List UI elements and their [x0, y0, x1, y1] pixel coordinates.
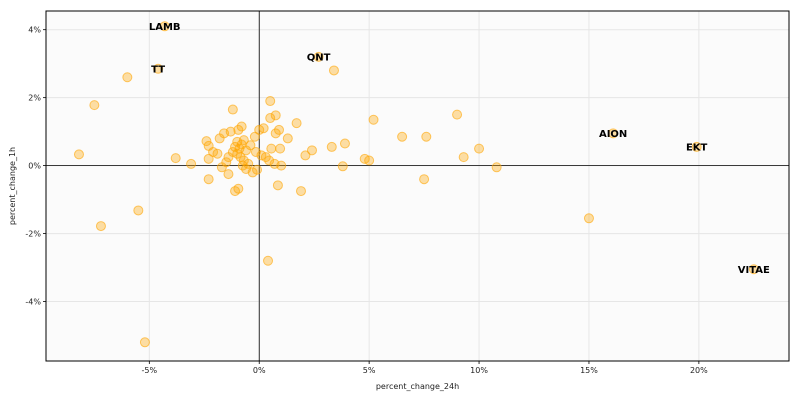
- data-point: [364, 155, 375, 166]
- data-point: [306, 145, 317, 156]
- data-point: [227, 104, 238, 115]
- data-point: [276, 160, 287, 171]
- data-point: [258, 123, 269, 134]
- data-point: [73, 149, 84, 160]
- data-point: [452, 109, 463, 120]
- x-tick-label: 5%: [363, 366, 376, 375]
- data-point: [295, 186, 306, 197]
- point-label: EKT: [686, 142, 708, 153]
- point-label: AION: [599, 129, 627, 140]
- data-point: [397, 131, 408, 142]
- data-point: [313, 51, 324, 62]
- x-tick-label: 15%: [580, 366, 598, 375]
- y-axis-title: percent_change_1h: [8, 147, 17, 225]
- data-point: [691, 141, 702, 152]
- data-point: [421, 131, 432, 142]
- data-point: [300, 150, 311, 161]
- data-point: [170, 153, 181, 164]
- data-point: [95, 221, 106, 232]
- data-point: [491, 162, 502, 173]
- data-point: [89, 100, 100, 111]
- data-point: [270, 110, 281, 121]
- data-point: [474, 143, 485, 154]
- data-point: [201, 136, 212, 147]
- data-point: [186, 158, 197, 169]
- data-points: [73, 21, 759, 348]
- data-point: [265, 96, 276, 107]
- data-point: [250, 147, 261, 158]
- data-point: [153, 63, 164, 74]
- x-tick-label: 0%: [253, 366, 266, 375]
- data-point: [225, 126, 236, 137]
- data-point: [339, 138, 350, 149]
- y-tick-label: 4%: [28, 26, 41, 35]
- plot-area: [45, 10, 790, 362]
- y-tick-label: 2%: [28, 94, 41, 103]
- x-tick-label: 10%: [470, 366, 488, 375]
- y-axis-ticks: -4% -2% 0% 2% 4%: [25, 26, 46, 307]
- data-point: [243, 158, 254, 169]
- data-point: [212, 148, 223, 159]
- data-point: [238, 135, 249, 146]
- data-point: [252, 164, 263, 175]
- y-tick-label: -4%: [25, 298, 41, 307]
- data-point: [275, 143, 286, 154]
- data-point: [139, 337, 150, 348]
- data-point: [236, 121, 247, 132]
- y-tick-label: -2%: [25, 230, 41, 239]
- data-point: [264, 155, 275, 166]
- data-point: [368, 114, 379, 125]
- y-tick-label: 0%: [28, 162, 41, 171]
- data-point: [291, 118, 302, 129]
- data-point: [272, 180, 283, 191]
- data-point: [245, 140, 256, 151]
- x-axis-title: percent_change_24h: [376, 382, 459, 391]
- data-point: [458, 152, 469, 163]
- data-point: [122, 72, 133, 83]
- data-point: [328, 65, 339, 76]
- point-label: VITAE: [738, 265, 770, 276]
- x-axis-ticks: -5% 0% 5% 10% 15% 20%: [142, 361, 708, 375]
- data-point: [203, 174, 214, 185]
- data-point: [223, 169, 234, 180]
- data-point: [326, 141, 337, 152]
- point-label: QNT: [307, 52, 331, 63]
- point-label: TT: [151, 64, 165, 75]
- zero-lines: [46, 11, 789, 361]
- data-point: [263, 255, 274, 266]
- point-label: LAMB: [149, 22, 181, 33]
- data-point: [419, 174, 430, 185]
- data-point: [337, 161, 348, 172]
- data-point: [133, 205, 144, 216]
- data-point: [583, 213, 594, 224]
- data-point: [608, 128, 619, 139]
- x-tick-label: -5%: [142, 366, 158, 375]
- point-labels: TT LAMB QNT AION EKT VITAE: [149, 22, 770, 276]
- data-point: [282, 133, 293, 144]
- data-point: [265, 113, 276, 124]
- data-point: [233, 183, 244, 194]
- data-point: [274, 124, 285, 135]
- data-point: [266, 143, 277, 154]
- x-tick-label: 20%: [690, 366, 708, 375]
- plot-frame: [45, 10, 790, 362]
- data-point: [159, 21, 170, 32]
- data-point: [221, 157, 232, 168]
- data-point: [748, 264, 759, 275]
